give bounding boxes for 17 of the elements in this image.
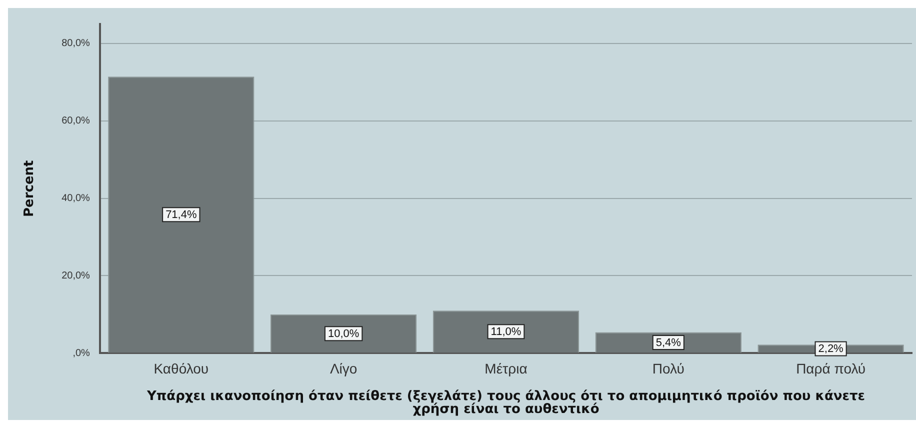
data-label: 2,2% — [818, 343, 844, 356]
x-tick-label: Παρά πολύ — [796, 360, 866, 376]
x-tick-label: Λίγο — [330, 360, 358, 376]
x-axis-title: Υπάρχει ικανοποίηση όταν πείθετε (ξεγελάτε) τους άλλους ότι το απομιμητικό προϊόν που κάνετε χρήση είναι το αυθεντικό — [146, 388, 866, 417]
y-tick-label: 40,0% — [62, 193, 90, 204]
x-tick-label: Καθόλου — [154, 360, 209, 376]
x-tick-label: Πολύ — [652, 360, 684, 376]
data-label: 5,4% — [656, 337, 682, 350]
y-tick-label: ,0% — [72, 348, 90, 359]
y-axis-title: Percent — [22, 160, 38, 217]
data-label: 11,0% — [490, 326, 522, 338]
data-label: 71,4% — [166, 209, 197, 222]
data-label: 10,0% — [328, 328, 360, 340]
y-tick-label: 60,0% — [62, 116, 90, 127]
y-tick-label: 20,0% — [62, 270, 90, 282]
x-tick-label: Μέτρια — [484, 360, 528, 376]
y-tick-label: 80,0% — [62, 38, 90, 50]
